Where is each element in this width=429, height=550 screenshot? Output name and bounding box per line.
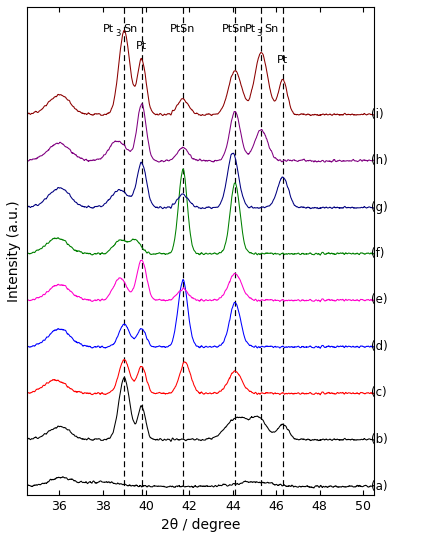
Text: Pt: Pt [103, 24, 115, 34]
Text: (f): (f) [371, 246, 384, 260]
Text: (c): (c) [371, 386, 387, 399]
Text: 3: 3 [115, 29, 120, 38]
Text: (e): (e) [371, 293, 387, 306]
Text: (g): (g) [371, 201, 387, 214]
Text: PtSn: PtSn [170, 24, 196, 34]
Y-axis label: Intensity (a.u.): Intensity (a.u.) [7, 200, 21, 301]
Text: Pt: Pt [245, 24, 256, 34]
Text: Pt: Pt [277, 54, 288, 64]
Text: Sn: Sn [264, 24, 279, 34]
X-axis label: 2θ / degree: 2θ / degree [160, 518, 240, 532]
Text: (d): (d) [371, 340, 387, 353]
Text: Sn: Sn [123, 24, 137, 34]
Text: (h): (h) [371, 155, 387, 168]
Text: Pt: Pt [136, 41, 147, 51]
Text: (i): (i) [371, 108, 384, 122]
Text: (b): (b) [371, 433, 387, 447]
Text: 3: 3 [256, 29, 262, 38]
Text: (a): (a) [371, 480, 387, 493]
Text: PtSn: PtSn [222, 24, 248, 34]
